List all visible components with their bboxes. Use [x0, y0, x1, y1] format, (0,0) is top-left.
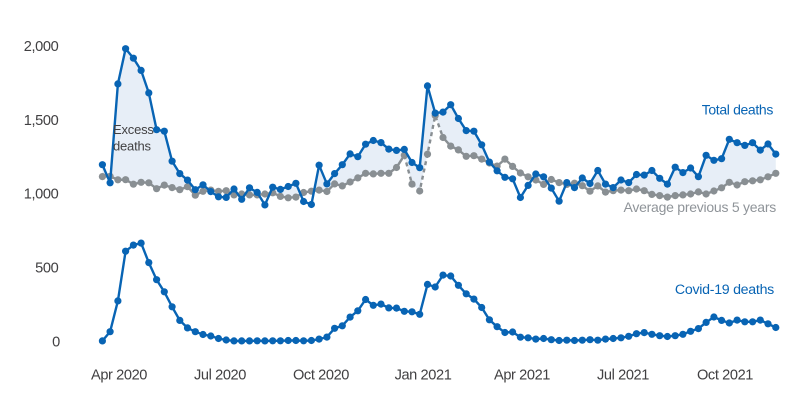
- svg-text:500: 500: [35, 261, 58, 277]
- svg-text:Oct 2020: Oct 2020: [293, 367, 349, 383]
- svg-text:Covid-19 deaths: Covid-19 deaths: [675, 282, 774, 298]
- svg-text:Average previous 5 years: Average previous 5 years: [624, 199, 777, 215]
- svg-text:Jul 2020: Jul 2020: [194, 367, 246, 383]
- svg-text:Jul 2021: Jul 2021: [597, 367, 649, 383]
- svg-text:1,500: 1,500: [24, 113, 59, 129]
- svg-text:Jan 2021: Jan 2021: [395, 367, 452, 383]
- svg-text:deaths: deaths: [113, 138, 152, 153]
- svg-text:Apr 2021: Apr 2021: [494, 367, 550, 383]
- svg-text:Apr 2020: Apr 2020: [91, 367, 147, 383]
- svg-text:1,000: 1,000: [24, 187, 59, 203]
- svg-text:0: 0: [52, 335, 60, 351]
- svg-text:Excess: Excess: [113, 122, 154, 137]
- svg-text:2,000: 2,000: [24, 39, 59, 55]
- svg-text:Total deaths: Total deaths: [702, 101, 774, 117]
- svg-text:Oct 2021: Oct 2021: [697, 367, 753, 383]
